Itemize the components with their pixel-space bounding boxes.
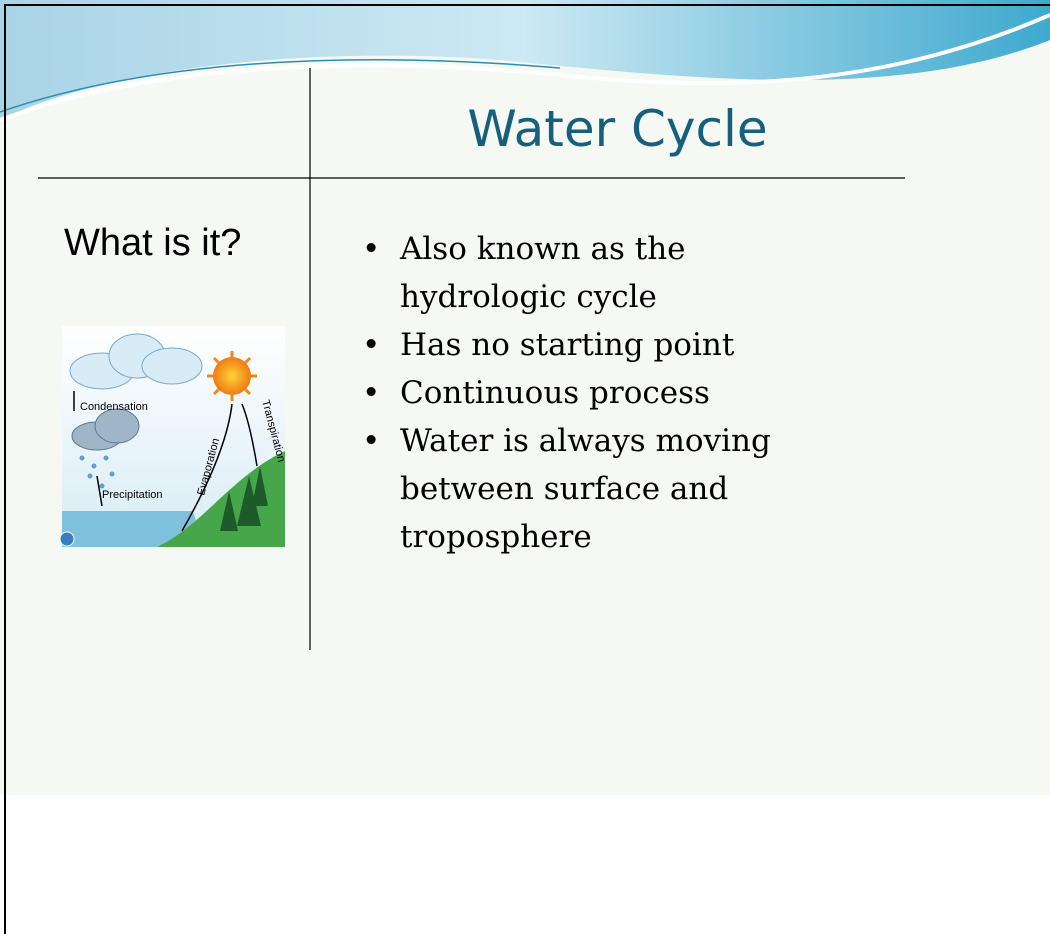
slide-title: Water Cycle xyxy=(330,100,905,158)
bullet-item: Water is always moving between surface a… xyxy=(362,417,822,561)
bullet-list: Also known as the hydrologic cycleHas no… xyxy=(362,225,822,561)
slide-page: Condensation Precipitation Evaporation T… xyxy=(0,0,1050,926)
bullet-item: Continuous process xyxy=(362,369,822,417)
bullet-item: Has no starting point xyxy=(362,321,822,369)
bullet-item: Also known as the hydrologic cycle xyxy=(362,225,822,321)
side-heading: What is it? xyxy=(64,222,241,265)
